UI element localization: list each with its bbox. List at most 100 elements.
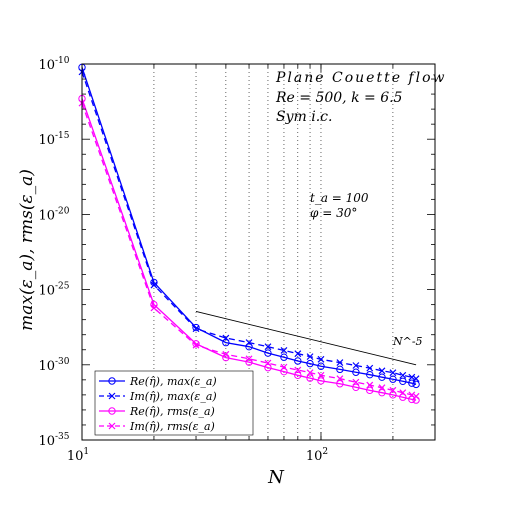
data-point-stroke: [412, 392, 420, 400]
data-point-stroke: [294, 350, 302, 358]
data-point: [366, 381, 374, 389]
data-point: [336, 359, 344, 367]
data-point-stroke: [378, 367, 386, 375]
data-point: [150, 281, 158, 289]
legend-label: Im(η̂), max(ε_a): [129, 390, 217, 403]
x-axis-label: N: [267, 467, 285, 488]
data-point-stroke: [352, 362, 360, 369]
data-point: [352, 378, 360, 386]
data-point-stroke: [336, 375, 344, 383]
data-point: [245, 339, 253, 347]
data-point-stroke: [192, 325, 200, 333]
data-point: [294, 350, 302, 358]
data-point: [389, 386, 397, 394]
data-point-stroke: [150, 304, 158, 312]
data-point: [192, 325, 200, 333]
axis-ticks: [81, 63, 436, 441]
data-point-stroke: [317, 371, 325, 379]
data-point-stroke: [306, 369, 314, 377]
data-point-stroke: [317, 355, 325, 363]
data-point: [352, 383, 360, 391]
legend-swatch-marker: [108, 422, 116, 430]
x-tick-label: 102: [306, 447, 328, 464]
legend-swatch-marker-stroke: [108, 422, 116, 430]
data-point: [264, 359, 272, 367]
data-point: [264, 343, 272, 351]
legend-swatch-marker: [108, 407, 116, 415]
data-point: [378, 384, 386, 392]
annotation-param-phi: φ = 30°: [310, 206, 357, 220]
data-point-stroke: [222, 334, 230, 342]
data-point-stroke: [222, 350, 230, 358]
data-point: [317, 362, 325, 370]
grid: [153, 64, 394, 440]
data-point: [192, 341, 200, 349]
series-line: [81, 67, 417, 385]
data-point: [280, 347, 288, 354]
y-tick-label: 10-10: [38, 56, 69, 73]
data-point: [336, 380, 344, 388]
legend-swatch-marker: [108, 392, 116, 400]
data-point-stroke: [378, 384, 386, 392]
data-point-stroke: [264, 359, 272, 367]
legend: Re(η̂), max(ε_a) Im(η̂), max(ε_a) Re(η̂), …: [94, 370, 254, 436]
data-point: [366, 386, 374, 395]
plot-frame: [81, 63, 436, 441]
reference-line-label: N^-5: [392, 335, 423, 348]
data-point: [317, 371, 325, 379]
data-point: [412, 392, 420, 400]
data-point-stroke: [245, 355, 253, 363]
legend-entry-3: Re(η̂), rms(ε_a): [99, 405, 215, 418]
data-point: [306, 374, 314, 382]
data-point: [222, 334, 230, 342]
reference-line-group: [195, 311, 417, 366]
y-tick-label: 10-35: [38, 432, 69, 449]
annotation-box: Plane Couette flow Re = 500, k = 6.5 Sym…: [275, 70, 447, 348]
annotation-title-line-2: Re = 500, k = 6.5: [275, 90, 403, 106]
data-point-stroke: [412, 375, 420, 383]
data-point: [378, 388, 386, 397]
data-point-stroke: [366, 381, 374, 389]
data-point: [352, 368, 360, 376]
data-point-stroke: [399, 389, 407, 397]
y-axis-label: max(ε_a), rms(ε_a): [17, 169, 37, 331]
legend-label: Re(η̂), max(ε_a): [129, 375, 217, 388]
y-tick-label: 10-25: [38, 282, 69, 299]
legend-label: Re(η̂), rms(ε_a): [129, 405, 215, 418]
series-line: [81, 98, 417, 401]
annotation-title-line-1: Plane Couette flow: [275, 70, 447, 86]
series-line: [81, 71, 417, 380]
legend-entry-1: Re(η̂), max(ε_a): [99, 375, 217, 388]
data-point: [306, 369, 314, 377]
data-point: [317, 355, 325, 363]
data-point-stroke: [306, 353, 314, 361]
data-point: [378, 373, 386, 381]
data-point-stroke: [294, 366, 302, 374]
data-point-stroke: [192, 341, 200, 349]
data-point: [294, 357, 302, 365]
data-point-stroke: [336, 359, 344, 367]
legend-swatch-marker: [108, 377, 116, 385]
data-point: [378, 367, 386, 375]
legend-box: [94, 370, 254, 436]
y-tick-label: 10-20: [38, 206, 69, 223]
reference-line: [195, 311, 417, 366]
data-point-stroke: [280, 347, 288, 354]
data-point: [294, 371, 302, 380]
data-point: [408, 395, 416, 404]
data-point: [264, 363, 272, 372]
data-point: [352, 362, 360, 369]
data-point: [336, 375, 344, 383]
data-point: [389, 391, 397, 399]
annotation-param-t: t_a = 100: [310, 191, 369, 205]
series-4: [78, 99, 420, 400]
data-point-stroke: [399, 371, 407, 379]
data-point-stroke: [408, 391, 416, 399]
annotation-title-line-3: Sym i.c.: [276, 109, 332, 125]
data-point: [408, 391, 416, 399]
data-point: [399, 371, 407, 379]
data-point-stroke: [280, 363, 288, 371]
data-point: [412, 380, 420, 389]
data-point: [399, 377, 407, 385]
data-point: [192, 340, 200, 348]
